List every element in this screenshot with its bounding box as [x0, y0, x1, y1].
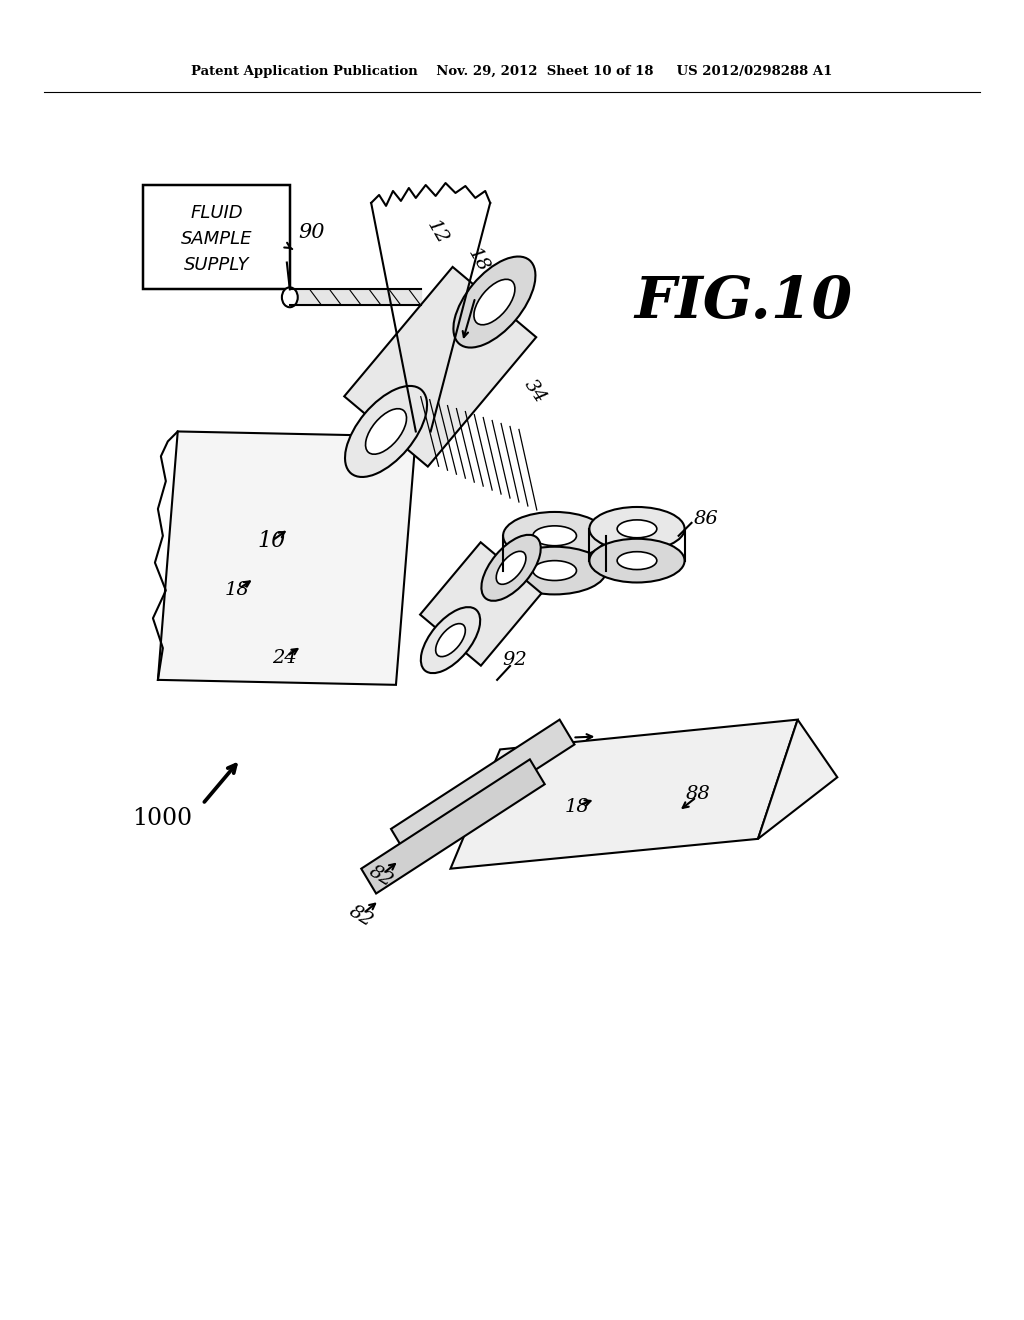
Ellipse shape: [497, 552, 526, 585]
Text: 12: 12: [424, 218, 452, 248]
Text: 34: 34: [520, 376, 549, 407]
Ellipse shape: [282, 288, 298, 308]
Ellipse shape: [421, 607, 480, 673]
Text: 88: 88: [686, 785, 711, 803]
Text: 92: 92: [503, 651, 527, 669]
Polygon shape: [158, 432, 416, 685]
Ellipse shape: [617, 552, 656, 569]
Text: 1000: 1000: [132, 808, 193, 830]
Text: 24: 24: [272, 649, 297, 667]
Polygon shape: [451, 719, 798, 869]
Ellipse shape: [454, 256, 536, 347]
Bar: [143, 185, 290, 289]
Polygon shape: [344, 267, 537, 466]
Text: 10: 10: [258, 529, 286, 552]
Text: SAMPLE: SAMPLE: [180, 230, 252, 248]
Polygon shape: [361, 759, 545, 894]
Ellipse shape: [590, 507, 685, 550]
Text: FLUID: FLUID: [190, 203, 243, 222]
Ellipse shape: [345, 385, 427, 477]
Ellipse shape: [474, 280, 515, 325]
Text: Patent Application Publication    Nov. 29, 2012  Sheet 10 of 18     US 2012/0298: Patent Application Publication Nov. 29, …: [191, 65, 833, 78]
Ellipse shape: [366, 409, 407, 454]
Ellipse shape: [532, 561, 577, 581]
Text: 18: 18: [565, 799, 590, 816]
Text: 82: 82: [366, 862, 396, 891]
Text: 90: 90: [298, 223, 325, 242]
Text: 18: 18: [225, 581, 250, 599]
Polygon shape: [758, 719, 838, 840]
Ellipse shape: [617, 520, 656, 537]
Ellipse shape: [532, 525, 577, 545]
Text: FIG.10: FIG.10: [634, 275, 852, 330]
Text: 82: 82: [346, 902, 377, 931]
Text: SUPPLY: SUPPLY: [183, 256, 249, 273]
Text: 86: 86: [693, 510, 718, 528]
Ellipse shape: [503, 546, 606, 594]
Text: 18: 18: [464, 246, 493, 276]
Ellipse shape: [503, 512, 606, 560]
Ellipse shape: [481, 535, 541, 601]
Ellipse shape: [590, 539, 685, 582]
Polygon shape: [420, 543, 542, 665]
Polygon shape: [391, 719, 574, 854]
Ellipse shape: [435, 623, 465, 656]
